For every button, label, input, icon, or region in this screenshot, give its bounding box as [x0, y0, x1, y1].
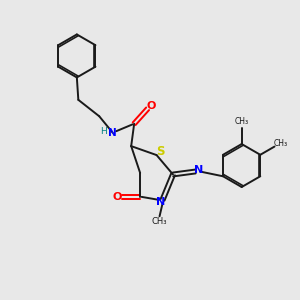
Text: N: N	[156, 197, 166, 207]
Text: N: N	[194, 165, 204, 175]
Text: N: N	[108, 128, 117, 138]
Text: O: O	[146, 101, 156, 111]
Text: CH₃: CH₃	[152, 217, 167, 226]
Text: O: O	[112, 192, 122, 202]
Text: CH₃: CH₃	[235, 116, 249, 125]
Text: H: H	[100, 127, 107, 136]
Text: CH₃: CH₃	[273, 139, 287, 148]
Text: S: S	[156, 145, 164, 158]
